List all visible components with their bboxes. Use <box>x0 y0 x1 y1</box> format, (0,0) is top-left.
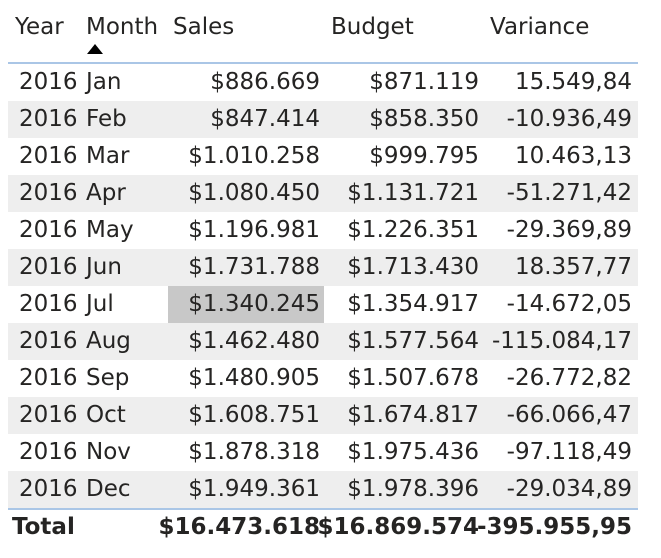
year-cell[interactable]: 2016 <box>19 476 78 502</box>
month-cell[interactable]: Apr <box>86 180 126 206</box>
month-cell[interactable]: Feb <box>86 106 127 132</box>
budget-cell[interactable]: $999.795 <box>369 143 479 169</box>
budget-cell[interactable]: $871.119 <box>369 69 479 95</box>
sales-cell[interactable]: $1.462.480 <box>188 328 320 354</box>
selected-cell-highlight <box>168 286 324 323</box>
year-cell[interactable]: 2016 <box>19 217 78 243</box>
table-body: 2016 Jan $886.669 $871.119 15.549,84 2016 Feb $… <box>8 64 638 508</box>
variance-cell[interactable]: -51.271,42 <box>506 180 632 206</box>
month-cell[interactable]: Nov <box>86 439 131 465</box>
variance-cell[interactable]: -29.034,89 <box>506 476 632 502</box>
month-cell[interactable]: Mar <box>86 143 130 169</box>
budget-cell[interactable]: $1.978.396 <box>347 476 479 502</box>
variance-cell[interactable]: 18.357,77 <box>514 254 632 280</box>
variance-cell[interactable]: -97.118,49 <box>506 439 632 465</box>
table-row[interactable]: 2016 Feb $847.414 $858.350 -10.936,49 <box>8 101 638 138</box>
month-cell[interactable]: Jul <box>86 291 114 317</box>
budget-cell[interactable]: $1.713.430 <box>347 254 479 280</box>
variance-cell[interactable]: -10.936,49 <box>506 106 632 132</box>
budget-cell[interactable]: $1.975.436 <box>347 439 479 465</box>
total-label: Total <box>12 514 75 540</box>
table-row[interactable]: 2016 Oct $1.608.751 $1.674.817 -66.066,47 <box>8 397 638 434</box>
table-row[interactable]: 2016 Aug $1.462.480 $1.577.564 -115.084,17 <box>8 323 638 360</box>
sales-cell[interactable]: $1.731.788 <box>188 254 320 280</box>
header-budget[interactable]: Budget <box>331 14 414 40</box>
table-row[interactable]: 2016 Jul $1.340.245 $1.354.917 -14.672,05 <box>8 286 638 323</box>
table-row[interactable]: 2016 Nov $1.878.318 $1.975.436 -97.118,49 <box>8 434 638 471</box>
variance-cell[interactable]: -115.084,17 <box>492 328 632 354</box>
budget-cell[interactable]: $1.507.678 <box>347 365 479 391</box>
budget-cell[interactable]: $1.226.351 <box>347 217 479 243</box>
sales-cell[interactable]: $1.196.981 <box>188 217 320 243</box>
month-cell[interactable]: Jun <box>86 254 122 280</box>
variance-cell[interactable]: 10.463,13 <box>514 143 632 169</box>
total-row: Total $16.473.618 $16.869.574 -395.955,9… <box>8 508 638 550</box>
month-cell[interactable]: Oct <box>86 402 126 428</box>
budget-cell[interactable]: $1.354.917 <box>347 291 479 317</box>
total-variance[interactable]: -395.955,95 <box>476 514 632 540</box>
sales-cell[interactable]: $1.608.751 <box>188 402 320 428</box>
year-cell[interactable]: 2016 <box>19 106 78 132</box>
year-cell[interactable]: 2016 <box>19 291 78 317</box>
sales-cell[interactable]: $1.010.258 <box>188 143 320 169</box>
year-cell[interactable]: 2016 <box>19 439 78 465</box>
table-row[interactable]: 2016 Dec $1.949.361 $1.978.396 -29.034,89 <box>8 471 638 508</box>
year-cell[interactable]: 2016 <box>19 402 78 428</box>
variance-cell[interactable]: -26.772,82 <box>506 365 632 391</box>
table-row[interactable]: 2016 Jun $1.731.788 $1.713.430 18.357,77 <box>8 249 638 286</box>
year-cell[interactable]: 2016 <box>19 180 78 206</box>
sales-cell[interactable]: $886.669 <box>210 69 320 95</box>
sales-cell[interactable]: $1.080.450 <box>188 180 320 206</box>
year-cell[interactable]: 2016 <box>19 365 78 391</box>
sales-cell[interactable]: $1.340.245 <box>188 291 320 317</box>
month-cell[interactable]: Dec <box>86 476 131 502</box>
year-cell[interactable]: 2016 <box>19 328 78 354</box>
month-cell[interactable]: Aug <box>86 328 131 354</box>
sort-ascending-icon[interactable] <box>87 44 103 54</box>
month-cell[interactable]: May <box>86 217 134 243</box>
year-cell[interactable]: 2016 <box>19 69 78 95</box>
header-month[interactable]: Month <box>86 14 159 40</box>
budget-cell[interactable]: $1.674.817 <box>347 402 479 428</box>
budget-cell[interactable]: $858.350 <box>369 106 479 132</box>
variance-cell[interactable]: 15.549,84 <box>514 69 632 95</box>
column-header-row: Year Month Sales Budget Variance <box>8 0 638 64</box>
total-sales[interactable]: $16.473.618 <box>158 514 320 540</box>
table-row[interactable]: 2016 May $1.196.981 $1.226.351 -29.369,89 <box>8 212 638 249</box>
table-row[interactable]: 2016 Mar $1.010.258 $999.795 10.463,13 <box>8 138 638 175</box>
sales-cell[interactable]: $847.414 <box>210 106 320 132</box>
header-variance[interactable]: Variance <box>490 14 590 40</box>
variance-cell[interactable]: -14.672,05 <box>506 291 632 317</box>
header-year[interactable]: Year <box>15 14 64 40</box>
year-cell[interactable]: 2016 <box>19 143 78 169</box>
sales-cell[interactable]: $1.949.361 <box>188 476 320 502</box>
budget-cell[interactable]: $1.577.564 <box>347 328 479 354</box>
variance-cell[interactable]: -29.369,89 <box>506 217 632 243</box>
table-row[interactable]: 2016 Jan $886.669 $871.119 15.549,84 <box>8 64 638 101</box>
month-cell[interactable]: Jan <box>86 69 122 95</box>
header-sales[interactable]: Sales <box>173 14 235 40</box>
sales-cell[interactable]: $1.480.905 <box>188 365 320 391</box>
budget-cell[interactable]: $1.131.721 <box>347 180 479 206</box>
year-cell[interactable]: 2016 <box>19 254 78 280</box>
month-cell[interactable]: Sep <box>86 365 130 391</box>
variance-cell[interactable]: -66.066,47 <box>506 402 632 428</box>
table-row[interactable]: 2016 Apr $1.080.450 $1.131.721 -51.271,42 <box>8 175 638 212</box>
total-budget[interactable]: $16.869.574 <box>317 514 479 540</box>
matrix-table: Year Month Sales Budget Variance 2016 Jan… <box>8 0 638 550</box>
sales-cell[interactable]: $1.878.318 <box>188 439 320 465</box>
table-row[interactable]: 2016 Sep $1.480.905 $1.507.678 -26.772,82 <box>8 360 638 397</box>
